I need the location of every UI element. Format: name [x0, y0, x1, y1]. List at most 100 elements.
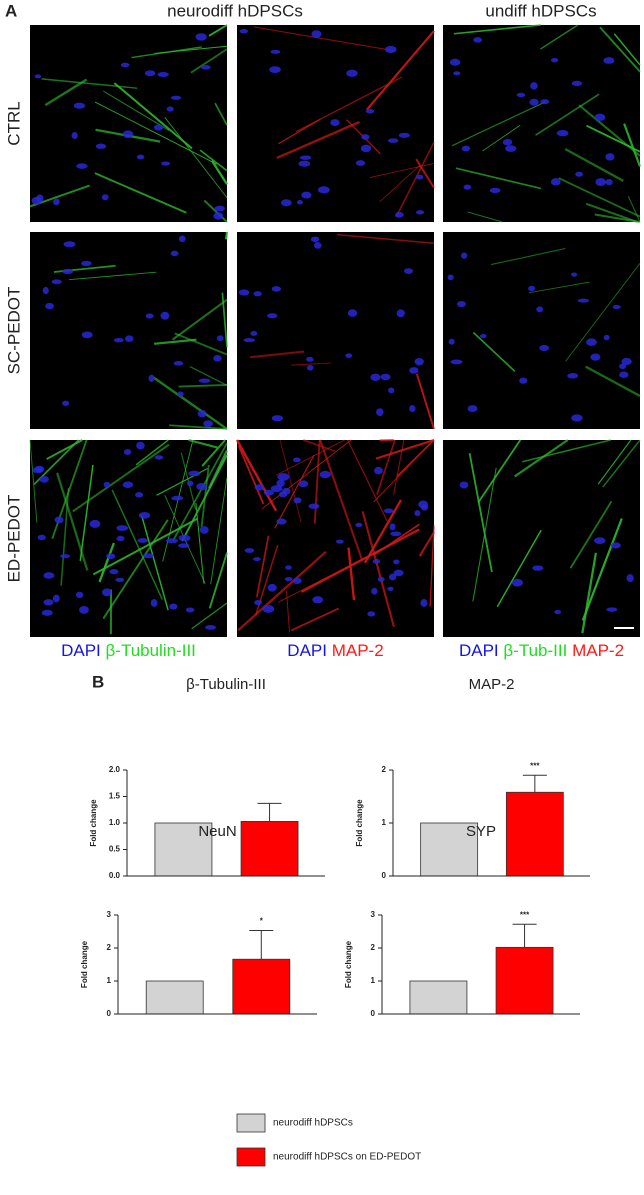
nucleus [138, 511, 151, 519]
micrograph-bg [443, 232, 640, 429]
nucleus [619, 363, 627, 370]
nucleus [306, 364, 314, 371]
fiber [60, 487, 70, 586]
fiber [111, 489, 163, 600]
y-tick-label: 2.0 [109, 765, 121, 774]
bar [154, 822, 213, 877]
nucleus [335, 539, 344, 544]
nucleus [262, 605, 275, 613]
nucleus [530, 82, 538, 90]
nucleus [554, 609, 562, 615]
fiber [278, 118, 321, 145]
nucleus [306, 356, 314, 362]
micrograph-bg [443, 25, 640, 222]
nucleus [238, 289, 250, 296]
error-bar [522, 774, 547, 793]
nucleus [605, 153, 615, 161]
fiber [472, 331, 516, 372]
nucleus [170, 250, 179, 257]
fiber [237, 445, 265, 505]
fiber [581, 552, 598, 634]
nucleus [626, 574, 634, 583]
nucleus [502, 138, 513, 146]
fiber [201, 439, 226, 467]
nucleus [216, 335, 224, 342]
nucleus [270, 49, 281, 54]
nucleus [214, 205, 225, 212]
nucleus [39, 475, 49, 483]
nucleus [384, 45, 397, 54]
y-tick-label: 2 [382, 765, 387, 774]
panel-label: A [5, 1, 17, 20]
fiber [103, 90, 170, 131]
nucleus [377, 576, 385, 582]
nucleus [299, 155, 312, 160]
fiber [188, 438, 218, 449]
nucleus [254, 599, 262, 606]
nucleus [71, 132, 78, 140]
nucleus [539, 344, 550, 351]
fiber [178, 383, 228, 388]
nucleus [387, 138, 399, 143]
nucleus [135, 492, 144, 498]
fiber [472, 467, 497, 602]
fiber [172, 442, 228, 541]
nucleus [116, 525, 129, 531]
nucleus [571, 414, 583, 422]
nucleus [43, 599, 54, 606]
column-header: neurodiff hDPSCs [167, 1, 303, 20]
nucleus [453, 71, 461, 76]
nucleus [203, 420, 213, 428]
nucleus [198, 378, 211, 383]
fiber [275, 439, 345, 476]
nucleus [34, 74, 42, 79]
nucleus [575, 171, 584, 177]
y-axis-label: Fold change [344, 940, 353, 988]
fiber [210, 160, 228, 185]
nucleus [590, 353, 601, 361]
nucleus [396, 309, 405, 318]
nucleus [153, 124, 164, 131]
nucleus [355, 522, 363, 528]
fiber [174, 332, 228, 356]
fiber [255, 535, 270, 598]
fiber [415, 158, 435, 189]
nucleus [42, 286, 49, 295]
nucleus [594, 113, 606, 121]
fiber [490, 247, 566, 266]
fiber [363, 499, 402, 564]
fiber [237, 550, 327, 632]
bar [505, 791, 564, 877]
nucleus [73, 102, 86, 109]
fiber [290, 607, 340, 632]
micrograph-bg [237, 232, 434, 429]
fiber [451, 100, 547, 147]
y-tick-label: 2 [371, 943, 376, 952]
nucleus [169, 603, 178, 610]
bar-chart: MAP-2 Fold change 0 1 2 *** [355, 676, 590, 880]
nucleus [263, 489, 274, 496]
nucleus [308, 503, 320, 509]
nucleus [271, 286, 281, 292]
fiber [602, 439, 641, 488]
fiber [586, 124, 641, 153]
nucleus [213, 355, 222, 362]
fiber [235, 439, 278, 512]
fiber [361, 511, 395, 628]
fiber [221, 292, 228, 348]
y-axis-label: Fold change [89, 799, 98, 847]
nucleus [420, 599, 428, 607]
nucleus [383, 508, 394, 514]
y-tick-label: 1 [382, 818, 387, 827]
nucleus [54, 516, 64, 524]
micrograph-bg [30, 25, 227, 222]
fiber [379, 164, 421, 203]
nucleus [292, 577, 302, 584]
fiber [569, 500, 613, 569]
y-tick-label: 2 [107, 943, 112, 952]
y-tick-label: 0 [371, 1009, 376, 1018]
nucleus [173, 361, 184, 366]
micrograph [29, 24, 228, 223]
charts: β-Tubulin-III Fold change 0.0 0.5 1.0 1.5 2.0 M… [80, 676, 590, 1167]
